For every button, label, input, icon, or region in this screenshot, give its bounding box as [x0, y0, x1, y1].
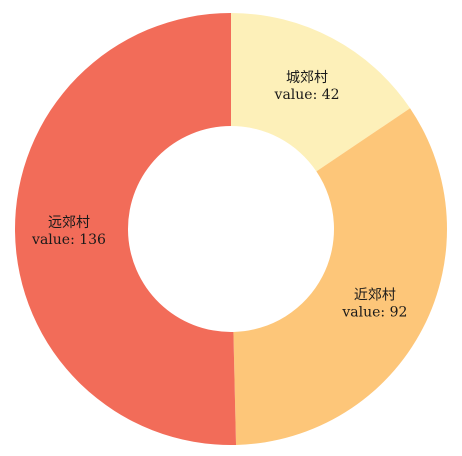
slice-label-1: 城郊村 value: 42	[274, 69, 340, 103]
slice-label-value: value: 42	[274, 87, 340, 103]
donut-slice-2	[233, 108, 447, 445]
slice-label-value: value: 92	[341, 304, 407, 320]
slice-label-name: 远郊村	[48, 214, 90, 231]
slice-label-value: value: 136	[31, 232, 106, 248]
donut-slice-3	[15, 13, 237, 445]
slice-label-2: 近郊村 value: 92	[341, 286, 407, 320]
donut-slice-1	[231, 13, 411, 172]
donut-labels: 城郊村 value: 42 近郊村 value: 92 远郊村 value: 136	[31, 69, 407, 320]
slice-label-3: 远郊村 value: 136	[31, 214, 106, 248]
slice-label-name: 城郊村	[286, 69, 328, 86]
slice-label-name: 近郊村	[354, 286, 396, 303]
donut-slices	[15, 13, 447, 445]
